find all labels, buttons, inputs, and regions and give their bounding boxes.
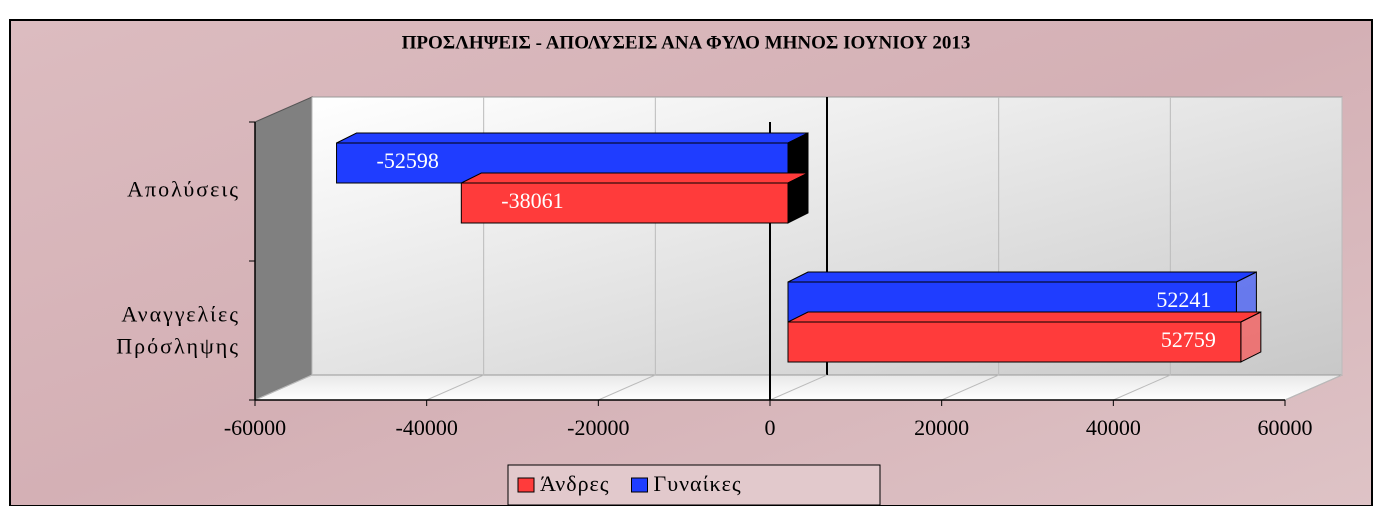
floor-grid-line: [769, 374, 828, 401]
bar: [460, 182, 789, 224]
bar-top: [336, 132, 809, 144]
floor-grid-line: [426, 374, 484, 401]
legend-swatch: [517, 477, 535, 493]
legend-label: Γυναίκες: [654, 471, 742, 496]
floor-grid-line: [254, 374, 313, 401]
plot: -60000 -40000 -20000 0 20000 40000 60000 Απολύσ…: [116, 96, 1343, 440]
y-tick-label: Αναγγελίες Πρόσληψης: [116, 302, 240, 359]
side-wall: [254, 96, 313, 401]
x-tick-label: 20000: [914, 415, 969, 440]
x-tick-label: -60000: [224, 415, 286, 440]
floor-grid-line: [941, 374, 999, 401]
value-label: 52759: [1161, 327, 1216, 352]
chart-title: ΠΡΟΣΛΗΨΕΙΣ - ΑΠΟΛΥΣΕΙΣ ΑΝΑ ΦΥΛΟ ΜΗΝΟΣ ΙΟ…: [402, 32, 971, 53]
value-label: -38061: [501, 188, 563, 213]
floor-grid-line: [1113, 374, 1171, 401]
legend-swatch: [631, 477, 648, 493]
legend-label: Άνδρες: [540, 471, 610, 496]
value-label: 52241: [1156, 287, 1211, 312]
x-tick-label: 40000: [1086, 415, 1141, 440]
x-tick-label: -40000: [396, 415, 458, 440]
bar-top: [787, 271, 1257, 283]
x-tick-label: 0: [765, 415, 776, 440]
value-label: -52598: [377, 148, 439, 173]
x-tick-label: -20000: [567, 415, 629, 440]
y-tick-label: Απολύσεις: [127, 177, 240, 202]
legend-box: [507, 464, 881, 506]
bar-top: [787, 311, 1262, 323]
floor-grid-line: [598, 374, 656, 401]
bar: [787, 321, 1242, 363]
floor-grid-line: [1284, 374, 1343, 401]
bar-top: [461, 172, 809, 184]
x-tick-label: 60000: [1258, 415, 1313, 440]
legend: Άνδρες Γυναίκες: [507, 464, 881, 506]
